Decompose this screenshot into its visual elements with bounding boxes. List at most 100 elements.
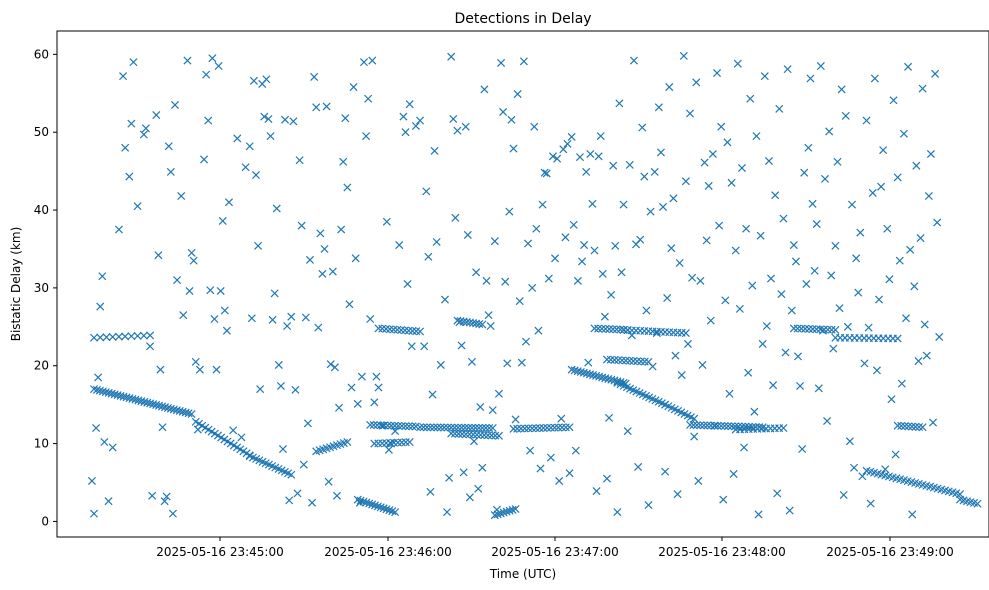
data-point — [310, 72, 319, 81]
data-point — [216, 286, 225, 296]
data-point — [341, 114, 350, 123]
data-point — [713, 421, 722, 430]
data-point — [589, 371, 598, 380]
data-point — [474, 484, 483, 493]
y-tick-label: 10 — [34, 437, 49, 451]
data-point — [494, 389, 503, 398]
data-point — [505, 506, 514, 515]
data-point — [864, 323, 873, 332]
data-point — [164, 142, 173, 151]
data-point — [558, 423, 567, 432]
data-point — [397, 421, 406, 431]
data-point — [366, 420, 375, 429]
data-point — [926, 149, 935, 159]
data-point — [548, 152, 557, 161]
data-point — [623, 427, 632, 436]
data-point — [872, 366, 881, 375]
data-point — [391, 427, 400, 436]
data-point — [133, 331, 142, 340]
data-point — [567, 365, 576, 374]
data-point — [214, 62, 223, 71]
data-point — [760, 72, 769, 81]
data-point — [391, 508, 400, 517]
data-point — [640, 357, 649, 366]
data-point — [256, 385, 265, 394]
data-point — [133, 202, 142, 211]
data-point — [879, 146, 888, 155]
data-point — [775, 104, 784, 113]
data-point — [480, 85, 489, 94]
data-point — [152, 400, 161, 409]
data-point — [158, 423, 167, 432]
data-point — [601, 374, 610, 383]
x-tick-label: 2025-05-16 23:48:00 — [658, 545, 785, 559]
data-point — [490, 511, 499, 520]
data-point — [455, 318, 464, 327]
data-point — [573, 367, 582, 376]
data-point — [462, 318, 471, 327]
data-point — [613, 508, 622, 517]
data-point — [362, 498, 371, 507]
data-point — [644, 501, 653, 510]
data-point — [820, 174, 830, 183]
data-point — [509, 144, 518, 153]
plot-area — [87, 51, 982, 520]
data-point — [200, 155, 209, 164]
data-point — [897, 421, 906, 430]
data-point — [146, 342, 155, 351]
data-point — [868, 188, 877, 197]
data-point — [762, 322, 771, 331]
data-point — [172, 406, 181, 415]
data-point — [683, 339, 692, 348]
data-point — [667, 244, 676, 253]
data-point — [808, 325, 817, 334]
data-point — [249, 76, 258, 85]
data-point — [353, 399, 362, 408]
data-point — [831, 241, 840, 250]
data-point — [451, 213, 460, 222]
data-point — [625, 160, 634, 169]
data-point — [804, 324, 813, 333]
y-axis-label: Bistatic Delay (km) — [9, 227, 23, 342]
x-axis: 2025-05-16 23:45:00 2025-05-16 23:46:00 20… — [156, 537, 954, 559]
data-point — [689, 420, 698, 430]
data-point — [837, 85, 846, 94]
data-point — [262, 75, 271, 84]
data-point — [793, 324, 802, 333]
data-point — [212, 365, 221, 374]
data-point — [516, 424, 526, 433]
data-point — [184, 409, 193, 418]
data-point — [704, 181, 713, 190]
data-point — [287, 470, 296, 479]
data-point — [669, 194, 678, 203]
data-point — [918, 84, 927, 93]
data-point — [827, 271, 836, 280]
data-point — [891, 450, 900, 459]
data-point — [607, 290, 616, 299]
data-point — [276, 381, 285, 391]
data-point — [208, 54, 217, 63]
data-point — [914, 357, 923, 366]
data-point — [911, 422, 920, 431]
data-point — [931, 69, 940, 78]
data-point — [542, 169, 551, 178]
data-point — [625, 356, 634, 365]
data-point — [349, 83, 358, 92]
data-point — [107, 389, 116, 398]
data-point — [721, 296, 730, 305]
data-point — [648, 362, 657, 371]
data-point — [601, 324, 610, 333]
data-point — [206, 286, 215, 295]
data-point — [546, 423, 555, 432]
data-point — [454, 429, 463, 438]
data-point — [416, 116, 425, 125]
data-point — [92, 385, 101, 394]
data-point — [584, 358, 593, 367]
data-point — [606, 355, 615, 364]
data-point — [382, 217, 391, 226]
data-point — [166, 404, 175, 413]
data-point — [108, 443, 117, 452]
data-point — [611, 241, 620, 250]
data-point — [756, 231, 765, 240]
data-point — [158, 402, 167, 411]
